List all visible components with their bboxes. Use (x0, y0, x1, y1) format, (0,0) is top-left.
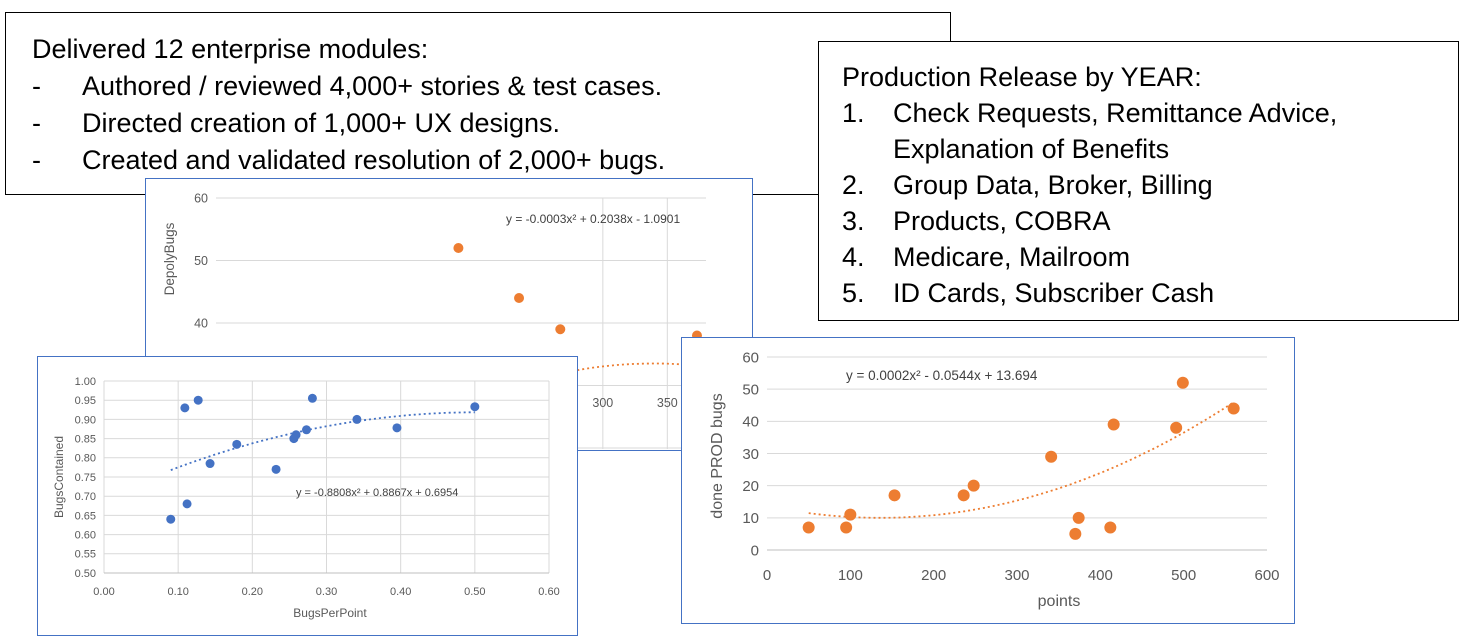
data-point (802, 521, 815, 534)
data-point (1072, 511, 1085, 524)
modules-summary-box: Delivered 12 enterprise modules: - Author… (5, 12, 951, 195)
data-point (967, 479, 980, 492)
y-tick-label: 0.65 (75, 510, 96, 522)
data-point (205, 459, 215, 469)
data-point (514, 293, 525, 303)
y-tick-label: 30 (742, 446, 759, 463)
data-point (1107, 418, 1120, 431)
trendline (808, 401, 1235, 519)
data-point (271, 464, 281, 474)
x-tick-label: 0.20 (242, 586, 263, 598)
data-point (1170, 421, 1183, 434)
data-point (840, 521, 853, 534)
x-tick-label: 500 (1171, 567, 1196, 584)
x-tick-label: 0.00 (93, 586, 114, 598)
data-point (844, 508, 857, 521)
y-axis-title: BugsContained (52, 436, 66, 518)
y-tick-label: 50 (194, 254, 208, 268)
y-tick-label: 0.50 (75, 568, 96, 580)
x-tick-label: 0 (763, 567, 771, 584)
y-tick-label: 0 (751, 542, 759, 559)
data-point (1069, 527, 1082, 540)
summary-bullet: - Created and validated resolution of 2,0… (32, 145, 666, 175)
x-tick-label: 600 (1254, 567, 1279, 584)
y-tick-label: 10 (742, 510, 759, 527)
y-tick-label: 1.00 (75, 376, 96, 388)
y-axis-title: done PROD bugs (709, 393, 726, 518)
x-tick-label: 0.40 (390, 586, 411, 598)
data-point (1104, 521, 1117, 534)
release-item: 4. Medicare, Mailroom (842, 242, 1131, 272)
data-point (1227, 402, 1240, 415)
data-point (291, 430, 301, 440)
data-point (180, 403, 190, 413)
y-tick-label: 0.95 (75, 395, 96, 407)
x-tick-label: 100 (838, 567, 863, 584)
data-point (352, 414, 362, 424)
y-tick-label: 60 (742, 349, 759, 366)
data-point (470, 402, 480, 412)
release-item: 5. ID Cards, Subscriber Cash (842, 278, 1215, 308)
data-point (1176, 376, 1189, 389)
data-point (555, 324, 566, 335)
trendline-equation: y = -0.0003x² + 0.2038x - 1.0901 (506, 212, 680, 226)
data-point (182, 499, 192, 509)
y-tick-label: 60 (194, 191, 208, 205)
y-axis-title: DepolyBugs (162, 222, 177, 295)
data-point (166, 514, 176, 524)
summary-heading: Delivered 12 enterprise modules: (32, 34, 429, 64)
summary-bullet: - Authored / reviewed 4,000+ stories & te… (32, 71, 663, 101)
data-point (453, 243, 464, 253)
x-tick-label: 350 (657, 396, 678, 410)
bugs-contained-chart: 0.50 0.55 0.60 0.65 0.70 0.75 0.80 0.85 0.90 0.95… (37, 356, 578, 636)
data-point (193, 395, 203, 405)
data-point (307, 393, 317, 403)
y-tick-label: 20 (742, 478, 759, 495)
data-point (1045, 450, 1058, 463)
x-tick-label: 0.60 (538, 586, 559, 598)
release-item: 2. Group Data, Broker, Billing (842, 170, 1213, 200)
release-by-year-box: Production Release by YEAR: 1. Check Requ… (818, 41, 1459, 321)
x-tick-label: 0.10 (167, 586, 188, 598)
y-tick-label: 0.55 (75, 549, 96, 561)
x-axis-title: BugsPerPoint (293, 606, 367, 620)
y-tick-label: 0.75 (75, 472, 96, 484)
bugs-contained-chart-svg: 0.50 0.55 0.60 0.65 0.70 0.75 0.80 0.85 0.90 0.95… (52, 376, 560, 620)
x-tick-label: 0.30 (316, 586, 337, 598)
y-tick-label: 0.80 (75, 453, 96, 465)
release-item: 1. Check Requests, Remittance Advice, Expl… (842, 98, 1338, 164)
trendline-equation: y = 0.0002x² - 0.0544x + 13.694 (846, 368, 1038, 383)
data-point (301, 425, 311, 435)
y-tick-label: 0.60 (75, 529, 96, 541)
trendline-equation: y = -0.8808x² + 0.8867x + 0.6954 (296, 487, 458, 499)
y-tick-label: 40 (742, 414, 759, 431)
y-tick-label: 50 (742, 381, 759, 398)
data-point (392, 423, 402, 433)
x-tick-label: 400 (1088, 567, 1113, 584)
y-tick-label: 0.70 (75, 491, 96, 503)
y-tick-label: 0.90 (75, 414, 96, 426)
data-point (957, 489, 970, 502)
x-axis-title: points (1038, 593, 1081, 610)
data-point (232, 439, 242, 449)
y-tick-label: 40 (194, 316, 208, 330)
prod-bugs-chart: 0 10 20 30 40 50 60 0 100 200 300 400 500 600 done PRO… (681, 337, 1295, 624)
release-item: 3. Products, COBRA (842, 206, 1111, 236)
x-tick-label: 200 (921, 567, 946, 584)
data-point (888, 489, 901, 502)
release-heading: Production Release by YEAR: (842, 62, 1202, 92)
x-tick-label: 0.50 (464, 586, 485, 598)
x-tick-label: 300 (1004, 567, 1029, 584)
x-tick-label: 300 (592, 396, 613, 410)
y-tick-label: 0.85 (75, 433, 96, 445)
summary-bullet: - Directed creation of 1,000+ UX designs. (32, 108, 561, 138)
trendline (170, 411, 475, 471)
